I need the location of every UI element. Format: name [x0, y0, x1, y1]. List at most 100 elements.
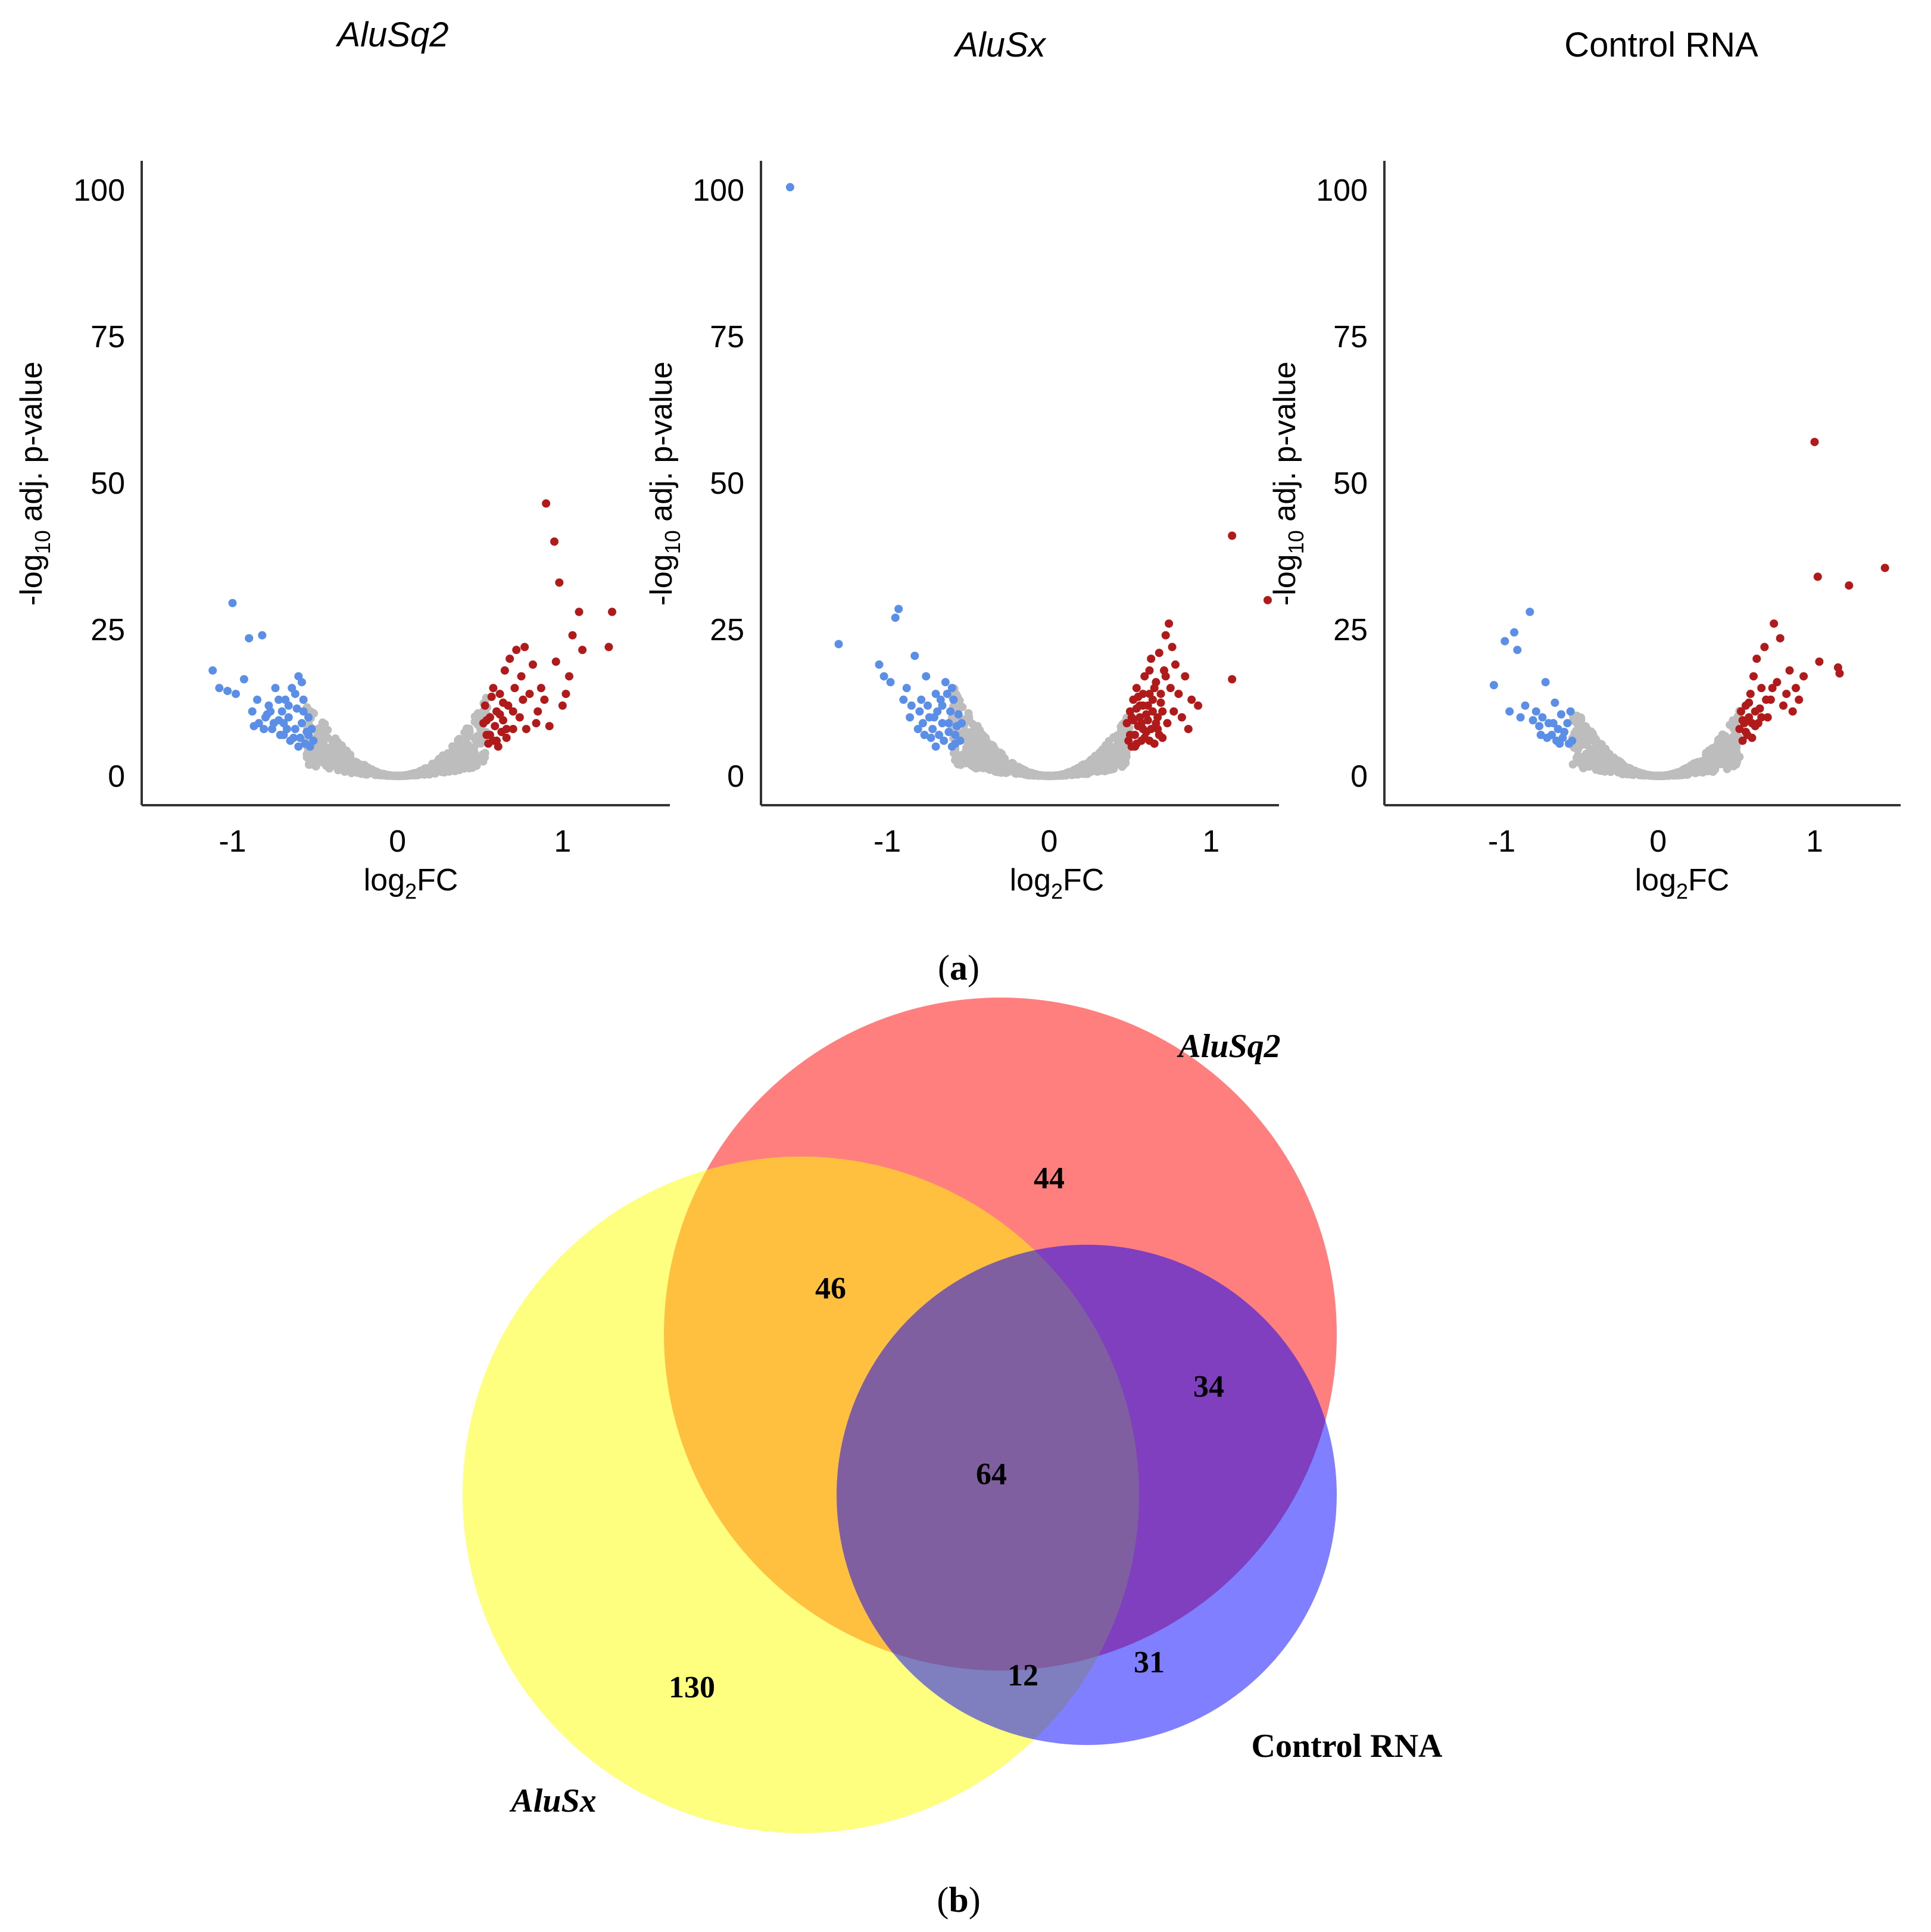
up-point — [575, 607, 584, 616]
up-point — [558, 701, 567, 710]
up-point — [502, 733, 511, 742]
ns-point — [1572, 753, 1581, 762]
down-point — [253, 695, 261, 704]
y-tick-label: 75 — [91, 320, 125, 354]
up-point — [1745, 698, 1754, 707]
ns-point — [1595, 758, 1604, 766]
down-point — [915, 707, 924, 716]
up-point — [1163, 719, 1172, 728]
up-point — [1143, 701, 1152, 710]
ns-point — [999, 764, 1007, 772]
down-point — [875, 660, 884, 669]
up-point — [1810, 438, 1819, 447]
ns-point — [472, 716, 481, 725]
down-point — [304, 713, 313, 722]
venn-label-control-rna: Control RNA — [1252, 1728, 1443, 1765]
down-point — [928, 725, 937, 734]
up-point — [1161, 672, 1170, 681]
ns-point — [1606, 765, 1615, 774]
ns-point — [1114, 746, 1123, 755]
up-point — [1165, 619, 1174, 628]
ns-point — [313, 755, 322, 763]
ns-point — [1099, 753, 1108, 762]
up-point — [1125, 731, 1134, 739]
up-point — [1156, 690, 1165, 699]
panel-a-caption: (a) — [938, 948, 979, 987]
ns-point — [1051, 771, 1060, 780]
ns-point — [465, 724, 473, 733]
down-point — [949, 695, 958, 704]
ns-point — [1103, 741, 1112, 750]
y-tick-label: 75 — [1333, 320, 1368, 354]
down-point — [894, 604, 903, 613]
up-point — [1785, 666, 1794, 675]
down-point — [907, 701, 916, 710]
ns-point — [305, 758, 314, 766]
up-point — [1795, 695, 1804, 704]
ns-point — [316, 741, 325, 750]
down-point — [1521, 701, 1530, 710]
down-point — [297, 678, 306, 687]
ns-point — [302, 750, 311, 759]
up-point — [545, 722, 554, 731]
y-tick-label: 25 — [91, 613, 125, 647]
up-point — [1845, 581, 1854, 590]
y-tick-label: 25 — [1333, 613, 1368, 647]
plot-title: AluSx — [953, 26, 1047, 64]
down-point — [918, 719, 927, 728]
ns-point — [985, 765, 994, 774]
x-axis-label: log2FC — [364, 863, 458, 903]
down-point — [289, 733, 298, 742]
x-tick-label: -1 — [874, 824, 901, 859]
up-point — [1174, 690, 1183, 699]
ns-point — [978, 733, 987, 742]
up-point — [551, 657, 560, 666]
up-point — [1148, 695, 1157, 704]
up-point — [1194, 701, 1203, 710]
down-point — [917, 695, 926, 704]
down-point — [248, 707, 257, 716]
up-point — [525, 690, 534, 699]
up-point — [520, 643, 529, 652]
down-point — [260, 725, 269, 734]
down-point — [951, 731, 960, 739]
up-point — [550, 537, 559, 546]
down-point — [929, 713, 938, 722]
y-tick-label: 100 — [1316, 173, 1368, 208]
ns-point — [1099, 765, 1108, 774]
up-point — [519, 695, 528, 704]
up-point — [506, 655, 514, 663]
x-tick-label: -1 — [219, 824, 246, 859]
plot-title: Control RNA — [1564, 26, 1758, 64]
up-point — [481, 701, 489, 710]
down-point — [910, 652, 919, 660]
down-point — [1489, 681, 1498, 690]
up-point — [608, 607, 616, 616]
down-point — [1535, 722, 1544, 731]
ns-point — [1592, 765, 1601, 774]
down-point — [1513, 646, 1522, 655]
ns-point — [970, 725, 979, 734]
down-point — [1531, 707, 1540, 716]
ns-point — [1005, 766, 1014, 775]
down-point — [249, 722, 258, 731]
up-point — [1158, 707, 1167, 716]
up-point — [1145, 666, 1154, 675]
up-point — [482, 716, 491, 725]
volcano-plot-alusq2: AluSq2 0 25 50 75 100 -log10 adj. p-value -1… — [14, 15, 670, 903]
down-point — [1555, 739, 1564, 748]
down-point — [239, 675, 248, 684]
ns-point — [1040, 771, 1049, 780]
up-point — [489, 684, 498, 693]
up-point — [1776, 634, 1785, 643]
venn-count-alusx-control: 12 — [1007, 1659, 1038, 1693]
x-tick-label: 0 — [1040, 824, 1057, 859]
ns-point — [1590, 750, 1599, 759]
ns-point — [971, 762, 979, 771]
up-point — [542, 499, 551, 508]
down-point — [1563, 719, 1572, 728]
up-point — [1147, 655, 1156, 663]
ns-point — [1582, 724, 1591, 733]
y-tick-label: 100 — [73, 173, 125, 208]
down-point — [834, 640, 843, 649]
